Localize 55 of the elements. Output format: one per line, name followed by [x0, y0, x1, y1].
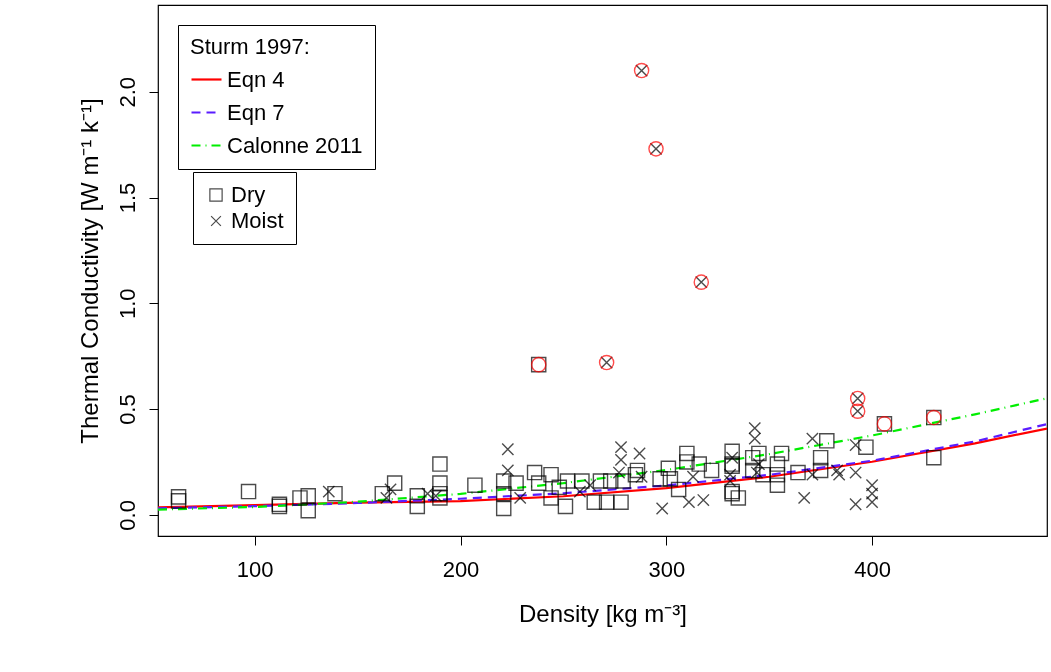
point — [384, 483, 397, 496]
point — [748, 421, 762, 435]
point — [686, 470, 700, 484]
point — [513, 491, 527, 505]
point — [725, 451, 739, 465]
point — [723, 468, 737, 482]
point — [797, 491, 811, 505]
x-tick-label: 100 — [236, 556, 274, 582]
legend-label: Eqn 4 — [227, 66, 285, 92]
point — [748, 432, 762, 446]
y-tick-label: 0.5 — [114, 394, 140, 425]
legend-title: Sturm 1997: — [190, 34, 310, 59]
point — [832, 468, 846, 482]
x-axis-title: Density [kg m⁻³] — [518, 599, 688, 627]
y-tick-label: 1.5 — [114, 182, 140, 214]
legend-label: Calonne 2011 — [227, 132, 363, 158]
point — [682, 495, 696, 509]
point — [655, 502, 669, 515]
legend-label: Eqn 7 — [227, 99, 285, 125]
point — [380, 491, 393, 505]
x-tick-label: 300 — [648, 556, 686, 582]
point — [322, 485, 336, 498]
x-tick-label: 400 — [854, 556, 891, 582]
point — [614, 453, 628, 467]
point — [865, 495, 879, 509]
point — [830, 464, 844, 477]
point — [806, 468, 819, 482]
y-tick-label: 2.0 — [114, 76, 140, 108]
point — [696, 493, 710, 507]
point — [806, 432, 819, 446]
point — [583, 478, 597, 492]
x-tick-label: 200 — [442, 556, 480, 582]
point — [633, 447, 646, 460]
point — [501, 464, 515, 477]
point — [849, 497, 862, 511]
point — [429, 489, 443, 503]
legend-label: Moist — [231, 208, 284, 233]
point — [612, 466, 626, 479]
point — [750, 466, 764, 479]
point — [614, 440, 628, 454]
point — [752, 457, 766, 471]
y-tick-label: 0.0 — [114, 500, 140, 531]
y-axis-title: Thermal Conductivity [W m⁻¹ k⁻¹] — [75, 98, 103, 444]
point — [865, 487, 879, 501]
point — [501, 442, 515, 456]
point — [849, 466, 862, 479]
point — [723, 474, 737, 488]
point — [849, 438, 862, 452]
y-tick-label: 1.0 — [114, 288, 140, 320]
point — [635, 470, 648, 484]
point — [421, 487, 434, 501]
point — [573, 485, 587, 498]
line-series — [158, 397, 1047, 511]
point — [865, 478, 879, 492]
legend-label: Dry — [231, 182, 266, 207]
